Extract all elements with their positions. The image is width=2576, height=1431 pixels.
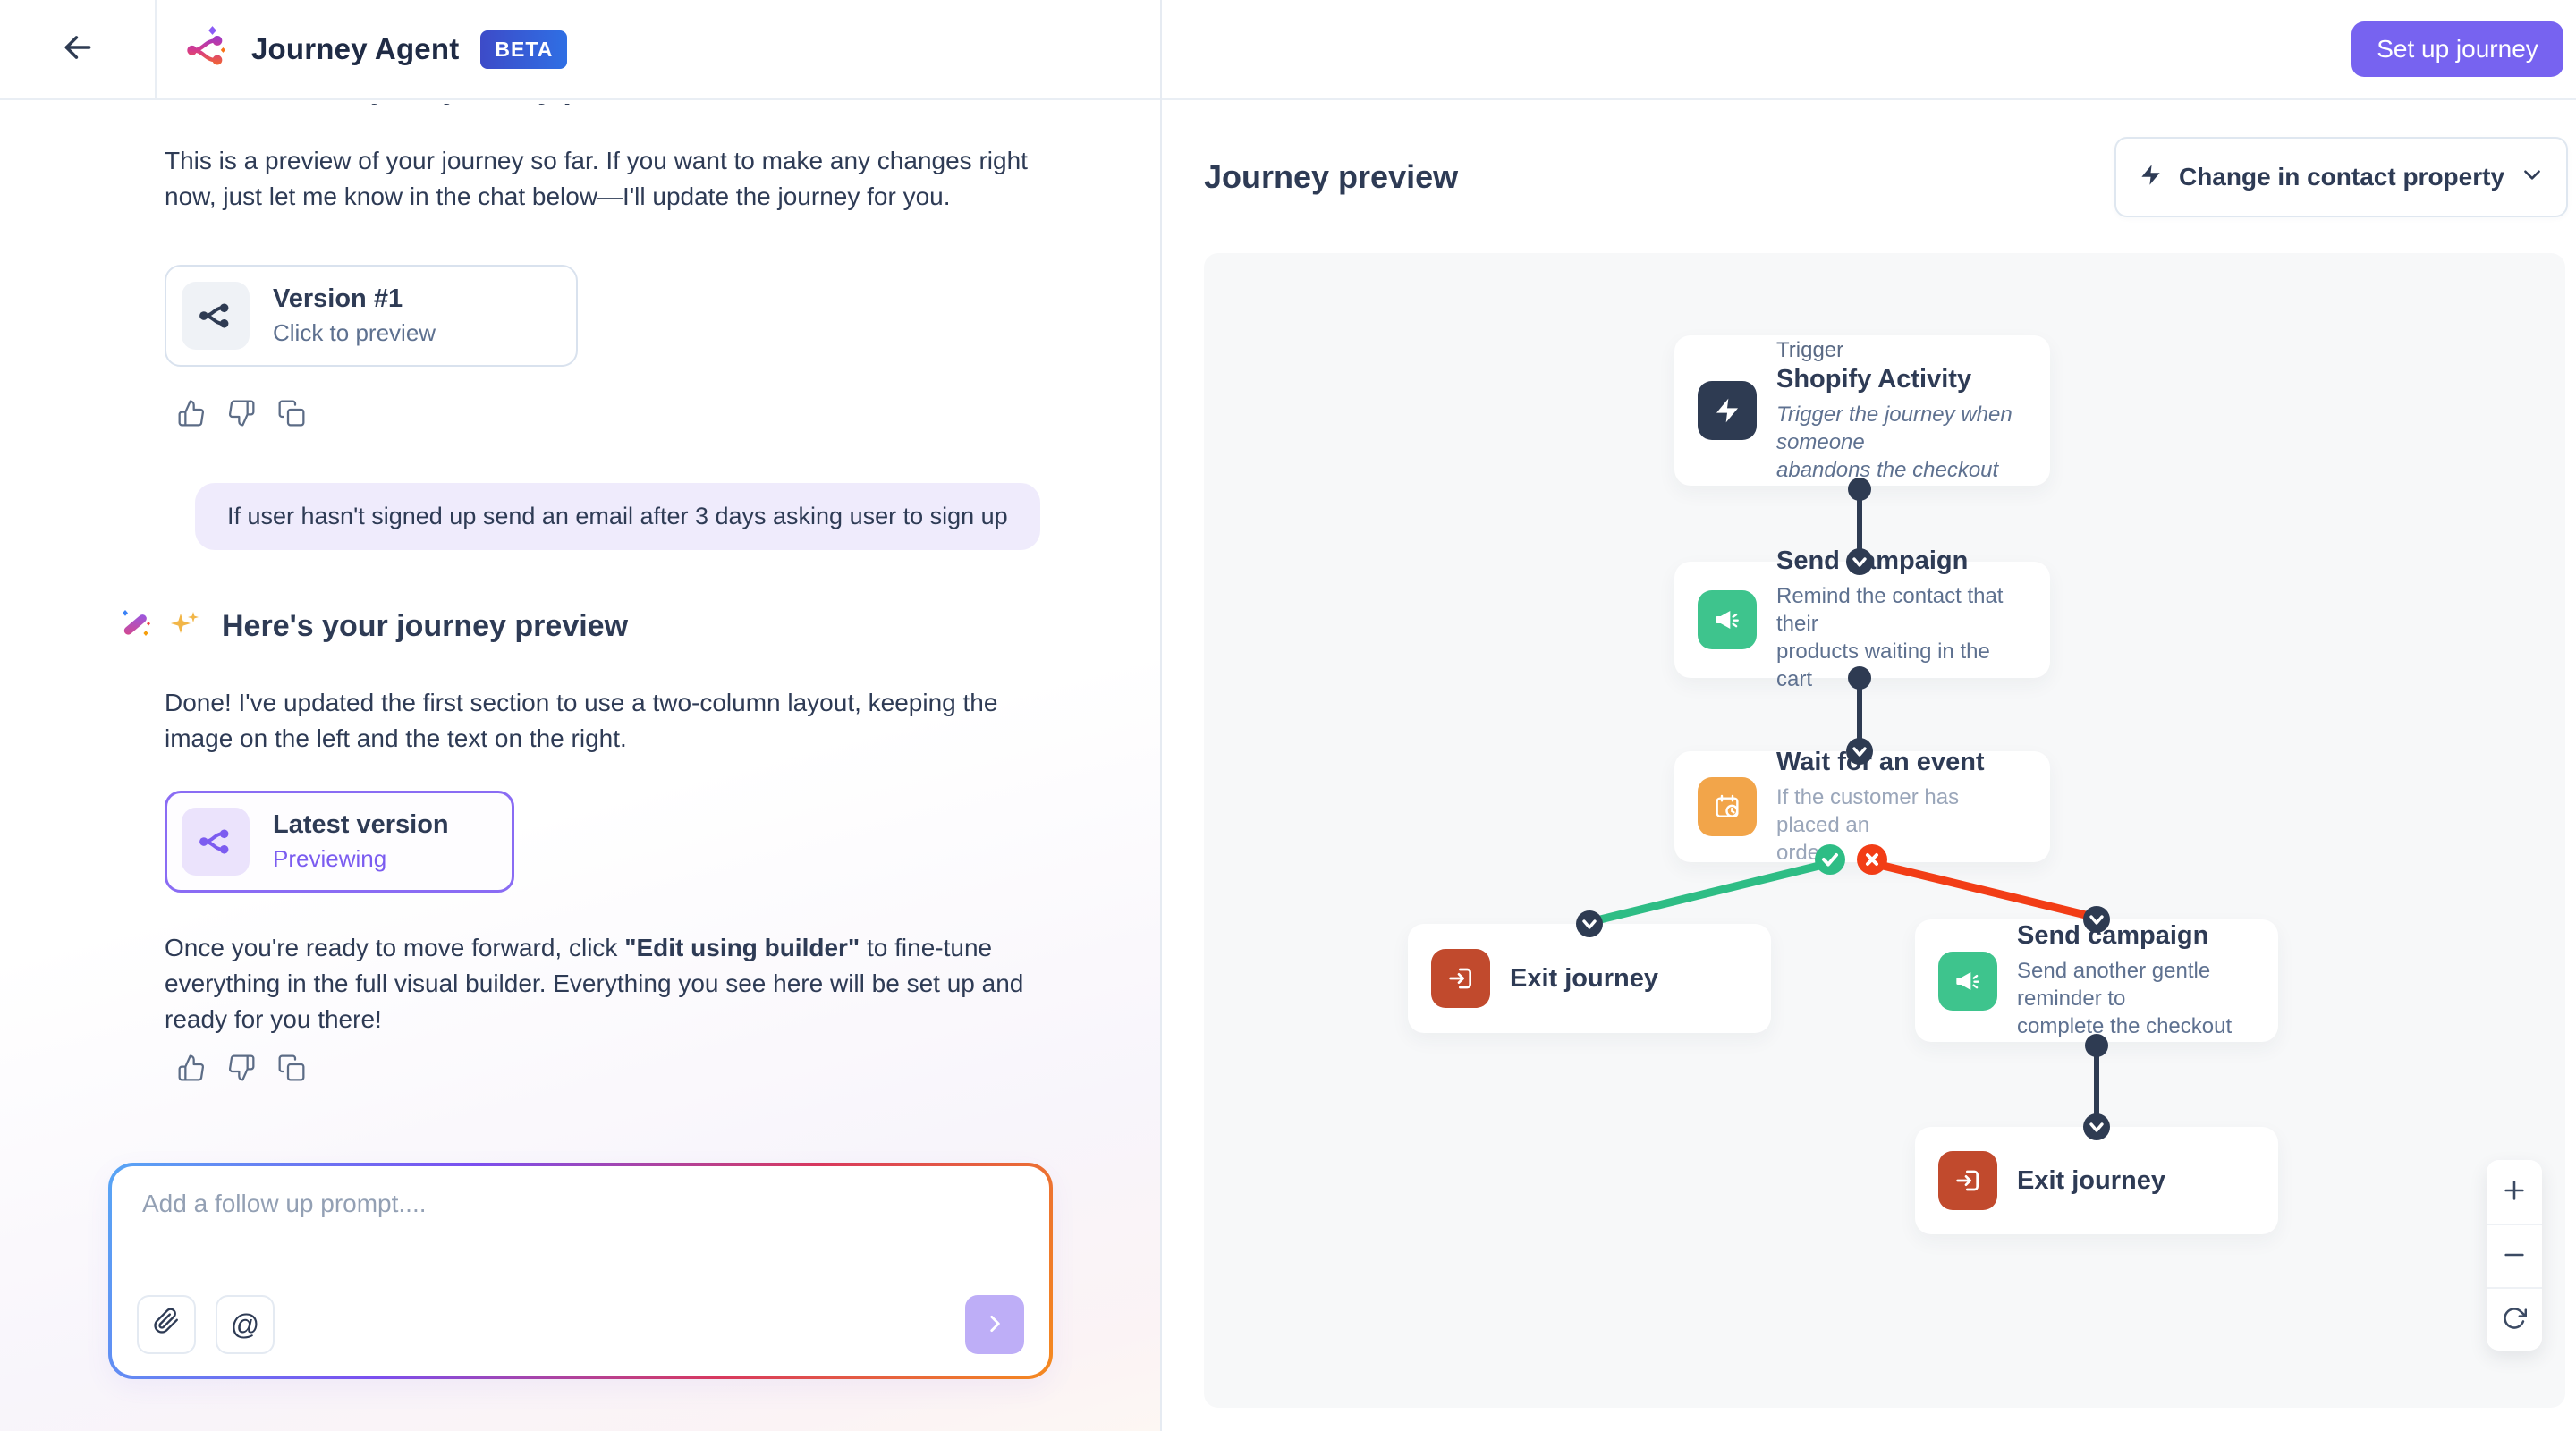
magic-wand-icon xyxy=(116,605,154,648)
node-subtitle: Send another gentle reminder to complete… xyxy=(2017,959,2233,1038)
feedback-toolbar xyxy=(177,399,1053,428)
attach-file-button[interactable] xyxy=(137,1295,196,1354)
heading-text: Here's your journey preview xyxy=(222,609,629,643)
app-logo-group: Journey Agent BETA xyxy=(157,0,568,98)
chat-panel: Journey Agent BETA xyxy=(0,0,1162,1431)
magic-wand-icon xyxy=(165,104,202,110)
node-subtitle: Trigger the journey when someone abandon… xyxy=(1776,402,2012,482)
user-message-bubble: If user hasn't signed up send an email a… xyxy=(195,483,1040,550)
lightning-bolt-icon xyxy=(2139,163,2163,191)
thumbs-down-button[interactable] xyxy=(227,1054,256,1082)
latest-card-subtitle: Previewing xyxy=(273,845,387,872)
thumbs-up-button[interactable] xyxy=(177,399,206,428)
node-wait-for-event[interactable]: Wait for an event If the customer has pl… xyxy=(1674,747,2050,865)
node-exit-journey-yes[interactable]: Exit journey xyxy=(1408,924,1771,1033)
prompt-composer: @ xyxy=(108,1163,1053,1379)
node-title: Exit journey xyxy=(2017,1165,2165,1195)
node-send-campaign-1[interactable]: Send campaign Remind the contact that th… xyxy=(1674,546,2050,691)
zoom-in-button[interactable] xyxy=(2487,1160,2542,1224)
zoom-out-button[interactable] xyxy=(2487,1224,2542,1287)
prompt-input[interactable] xyxy=(142,1190,947,1270)
thumbs-up-button[interactable] xyxy=(177,1054,206,1082)
mention-button[interactable]: @ xyxy=(216,1295,275,1354)
refresh-icon xyxy=(2502,1306,2528,1334)
arrow-left-icon xyxy=(61,30,95,69)
branch-no-line xyxy=(1868,859,2101,922)
canvas-zoom-controls xyxy=(2487,1160,2542,1351)
exit-arrow-icon xyxy=(1431,949,1490,1008)
plus-icon xyxy=(2502,1178,2527,1206)
node-title: Wait for an event xyxy=(1776,747,1985,776)
chevron-right-icon xyxy=(983,1312,1006,1338)
dropdown-label: Change in contact property xyxy=(2178,162,2505,191)
sparkles-icon xyxy=(216,104,249,107)
clipped-previous-message: Here's your journey preview xyxy=(165,104,1053,114)
node-title: Shopify Activity xyxy=(1776,364,1972,394)
preview-title: Journey preview xyxy=(1204,157,1459,195)
previous-heading-text: Here's your journey preview xyxy=(270,104,676,106)
journey-preview-heading: Here's your journey preview xyxy=(116,605,1053,648)
thumbs-down-button[interactable] xyxy=(227,399,256,428)
journey-version-icon xyxy=(182,282,250,350)
app-title: Journey Agent xyxy=(251,32,460,65)
feedback-toolbar xyxy=(177,1054,1053,1082)
chat-area: Here's your journey preview This is a pr… xyxy=(0,100,1160,1431)
set-up-journey-button[interactable]: Set up journey xyxy=(2351,21,2563,77)
exit-arrow-icon xyxy=(1938,1151,1997,1210)
agent-intro-text: This is a preview of your journey so far… xyxy=(165,147,1028,210)
node-kicker: Trigger xyxy=(1776,337,1844,362)
version-card-title: Version #1 xyxy=(273,284,403,313)
reset-view-button[interactable] xyxy=(2487,1287,2542,1351)
node-send-campaign-2[interactable]: Send campaign Send another gentle remind… xyxy=(1915,919,2278,1042)
node-title: Send campaign xyxy=(2017,921,2209,950)
node-subtitle: Remind the contact that their products w… xyxy=(1776,584,2004,691)
copy-button[interactable] xyxy=(277,399,306,428)
at-sign-icon: @ xyxy=(230,1308,260,1341)
version-card-subtitle: Click to preview xyxy=(273,319,436,346)
latest-version-card[interactable]: Latest version Previewing xyxy=(165,791,514,893)
megaphone-icon xyxy=(1938,951,1997,1011)
branch-yes-line xyxy=(1585,859,1835,927)
node-title: Exit journey xyxy=(1510,963,1658,993)
beta-badge: BETA xyxy=(480,30,568,69)
minus-icon xyxy=(2502,1242,2527,1270)
trigger-type-dropdown[interactable]: Change in contact property xyxy=(2114,136,2568,217)
node-exit-journey-end[interactable]: Exit journey xyxy=(1915,1127,2278,1234)
lightning-bolt-icon xyxy=(1698,381,1757,440)
journey-canvas[interactable]: Trigger Shopify Activity Trigger the jou… xyxy=(1204,253,2565,1408)
chevron-down-icon xyxy=(2521,163,2544,191)
node-trigger-shopify-activity[interactable]: Trigger Shopify Activity Trigger the jou… xyxy=(1674,335,2050,486)
calendar-clock-icon xyxy=(1698,777,1757,836)
megaphone-icon xyxy=(1698,590,1757,649)
agent-outro-text: Once you're ready to move forward, click… xyxy=(165,934,1024,1033)
chat-header: Journey Agent BETA xyxy=(0,0,1160,100)
chat-scroll[interactable]: Here's your journey preview This is a pr… xyxy=(0,100,1160,1163)
journey-agent-logo-icon xyxy=(183,24,230,75)
version-1-card[interactable]: Version #1 Click to preview xyxy=(165,265,578,367)
preview-header-row: Journey preview Change in contact proper… xyxy=(1162,100,2576,253)
preview-topbar: Set up journey xyxy=(1162,0,2576,100)
node-subtitle: If the customer has placed an order xyxy=(1776,784,1960,865)
latest-card-title: Latest version xyxy=(273,810,449,839)
journey-preview-panel: Set up journey Journey preview Change in… xyxy=(1162,0,2576,1431)
back-button[interactable] xyxy=(0,0,157,98)
node-title: Send campaign xyxy=(1776,546,1969,575)
send-button[interactable] xyxy=(965,1295,1024,1354)
composer-tools: @ xyxy=(137,1295,275,1354)
sparkles-icon xyxy=(168,608,200,645)
agent-done-text: Done! I've updated the first section to … xyxy=(165,689,998,752)
paperclip-icon xyxy=(153,1308,180,1342)
copy-button[interactable] xyxy=(277,1054,306,1082)
journey-version-icon xyxy=(182,808,250,876)
